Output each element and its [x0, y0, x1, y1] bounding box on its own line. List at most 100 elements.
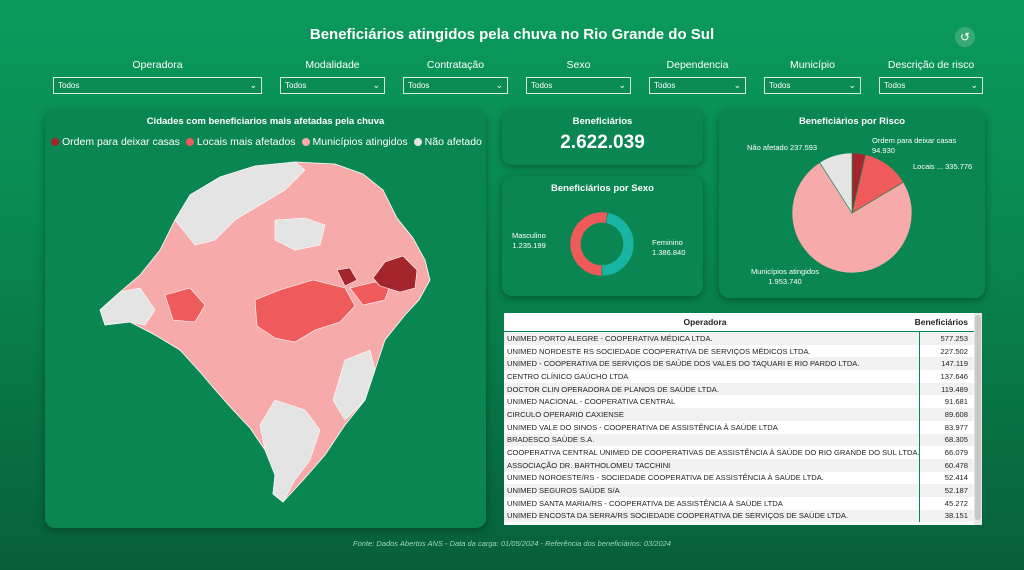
filter-label: Sexo [566, 59, 591, 71]
cell-operadora: COOPERATIVA CENTRAL UNIMED DE COOPERATIV… [504, 446, 920, 459]
risco-pie-chart[interactable] [719, 110, 985, 298]
filter-dropdown-contratacao[interactable]: Todos ⌄ [403, 77, 508, 94]
table-row[interactable]: CIRCULO OPERARIO CAXIENSE 89.608 [504, 408, 982, 421]
chevron-down-icon: ⌄ [733, 80, 741, 90]
table-row[interactable]: UNIMED NORDESTE RS SOCIEDADE COOPERATIVA… [504, 344, 982, 358]
table-row[interactable]: ASSOCIAÇÃO DR. BARTHOLOMEU TACCHINI 60.47… [504, 458, 982, 472]
rs-map[interactable] [45, 110, 486, 528]
cell-operadora: ASSOCIAÇÃO DR. BARTHOLOMEU TACCHINI [504, 458, 920, 472]
region-nao-afetado [274, 217, 326, 251]
filter-dependencia: Dependencia Todos ⌄ [649, 59, 746, 94]
feminino-label: Feminino 1.386.840 [652, 238, 685, 258]
filter-dropdown-municipio[interactable]: Todos ⌄ [764, 77, 861, 94]
chevron-down-icon: ⌄ [848, 80, 856, 90]
cell-beneficiarios: 52.414 [944, 473, 968, 483]
table-row[interactable]: UNIMED - COOPERATIVA DE SERVIÇOS DE SAÚD… [504, 357, 982, 371]
slice-name: Ordem para deixar casas [872, 136, 957, 145]
kpi-value: 2.622.039 [560, 132, 645, 153]
chevron-down-icon: ⌄ [495, 80, 503, 90]
table-row[interactable]: BRADESCO SAÚDE S.A. 68.305 [504, 433, 982, 447]
slice-name: Masculino [512, 231, 546, 240]
chevron-down-icon: ⌄ [249, 80, 257, 90]
legend-item[interactable]: Ordem para deixar casas [51, 136, 180, 148]
filter-dropdown-operadora[interactable]: Todos ⌄ [53, 77, 262, 94]
table-row[interactable]: UNIMED ENCOSTA DA SERRA/RS SOCIEDADE COO… [504, 509, 982, 523]
sexo-slice-1[interactable] [601, 212, 635, 277]
cell-operadora: UNIMED SANTA MARIA/RS - COOPERATIVA DE A… [504, 496, 920, 510]
legend-label: Não afetado [424, 136, 482, 148]
cell-operadora: UNIMED SEGUROS SAÚDE S/A [504, 484, 920, 497]
cell-operadora: DOCTOR CLIN OPERADORA DE PLANOS DE SAÚDE… [504, 382, 920, 396]
undo-icon[interactable]: ↺ [955, 27, 975, 47]
slice-value: 335.776 [945, 162, 973, 171]
region-nao-afetado [259, 399, 321, 503]
legend-dot [51, 138, 59, 146]
cell-beneficiarios: 89.608 [944, 409, 968, 419]
table-row[interactable]: UNIMED VALE DO SINOS - COOPERATIVA DE AS… [504, 420, 982, 434]
cell-beneficiarios: 60.478 [944, 460, 968, 470]
region-nao-afetado [332, 349, 376, 421]
col-operadora-header[interactable]: Operadora [683, 317, 727, 327]
sexo-donut-chart[interactable] [502, 176, 703, 296]
cell-operadora: UNIMED NORDESTE RS SOCIEDADE COOPERATIVA… [504, 344, 920, 358]
table-row[interactable]: UNIMED SANTA MARIA/RS - COOPERATIVA DE A… [504, 496, 982, 510]
col-beneficiarios-header[interactable]: Beneficiários [914, 317, 968, 327]
table-row[interactable]: UNIMED PORTO ALEGRE - COOPERATIVA MÉDICA… [504, 332, 982, 345]
legend-label: Locais mais afetados [196, 136, 296, 148]
filter-value: Todos [58, 81, 80, 90]
table-body: UNIMED PORTO ALEGRE - COOPERATIVA MÉDICA… [504, 332, 982, 523]
cell-beneficiarios: 119.489 [941, 384, 968, 394]
cell-beneficiarios: 45.272 [944, 498, 968, 508]
legend-item[interactable]: Não afetado [413, 136, 482, 148]
filter-label: Município [790, 59, 835, 71]
cell-operadora: UNIMED VALE DO SINOS - COOPERATIVA DE AS… [504, 420, 920, 434]
filter-dropdown-modalidade[interactable]: Todos ⌄ [280, 77, 385, 94]
cell-operadora: UNIMED NACIONAL - COOPERATIVA CENTRAL [504, 395, 920, 409]
legend-item[interactable]: Municípios atingidos [301, 136, 408, 148]
legend-label: Municípios atingidos [312, 136, 408, 148]
operadora-table: Operadora Beneficiários UNIMED PORTO ALE… [504, 313, 982, 525]
filter-value: Todos [884, 81, 906, 90]
region-nao-afetado [99, 287, 156, 326]
filter-contratacao: Contratação Todos ⌄ [403, 59, 508, 94]
page-title: Beneficiários atingidos pela chuva no Ri… [309, 26, 715, 43]
filter-label: Descrição de risco [887, 59, 975, 71]
risco-slice-3[interactable] [819, 152, 853, 215]
filter-label: Dependencia [666, 59, 729, 71]
footer-source: Fonte: Dados Abertos ANS - Data da carga… [353, 539, 671, 548]
legend-dot [185, 138, 194, 146]
table-row[interactable]: CENTRO CLÍNICO GAÚCHO LTDA 137.646 [504, 370, 982, 383]
filter-dropdown-dependencia[interactable]: Todos ⌄ [649, 77, 746, 94]
slice-name: Não afetado [747, 143, 788, 152]
table-row[interactable]: UNIMED NOROESTE/RS - SOCIEDADE COOPERATI… [504, 471, 982, 485]
risco-label-ordem: Ordem para deixar casas 94.930 [872, 136, 956, 156]
risco-slice-2[interactable] [791, 162, 913, 274]
risco-label-municipios: Municípios atingidos 1.953.740 [751, 267, 819, 287]
region-ordem-deixar [336, 267, 358, 287]
legend-item[interactable]: Locais mais afetados [185, 136, 296, 148]
cell-beneficiarios: 91.681 [944, 397, 968, 407]
filter-value: Todos [408, 81, 430, 90]
filter-value: Todos [769, 81, 791, 90]
cell-beneficiarios: 68.305 [944, 435, 968, 445]
cell-beneficiarios: 227.502 [940, 346, 968, 356]
slice-value: 1.235.199 [512, 241, 546, 250]
filter-municipio: Município Todos ⌄ [764, 59, 861, 94]
table-row[interactable]: COOPERATIVA CENTRAL UNIMED DE COOPERATIV… [504, 446, 982, 459]
filter-sexo: Sexo Todos ⌄ [526, 59, 631, 94]
filter-value: Todos [654, 81, 676, 90]
kpi-card: Beneficiários 2.622.039 [502, 110, 703, 165]
slice-value: 237.593 [789, 143, 818, 152]
scroll-thumb[interactable] [975, 315, 981, 520]
filter-value: Todos [531, 81, 553, 90]
chevron-down-icon: ⌄ [372, 80, 380, 90]
cell-beneficiarios: 137.646 [940, 371, 968, 381]
table-row[interactable]: DOCTOR CLIN OPERADORA DE PLANOS DE SAÚDE… [504, 382, 982, 396]
cell-operadora: CENTRO CLÍNICO GAÚCHO LTDA [504, 370, 920, 383]
filter-dropdown-descricao-risco[interactable]: Todos ⌄ [879, 77, 983, 94]
filter-dropdown-sexo[interactable]: Todos ⌄ [526, 77, 631, 94]
table-row[interactable]: UNIMED SEGUROS SAÚDE S/A 52.187 [504, 484, 982, 497]
table-scrollbar[interactable] [974, 313, 982, 525]
risco-card-title: Beneficiários por Risco [798, 116, 906, 127]
table-row[interactable]: UNIMED NACIONAL - COOPERATIVA CENTRAL 91.… [504, 395, 982, 409]
